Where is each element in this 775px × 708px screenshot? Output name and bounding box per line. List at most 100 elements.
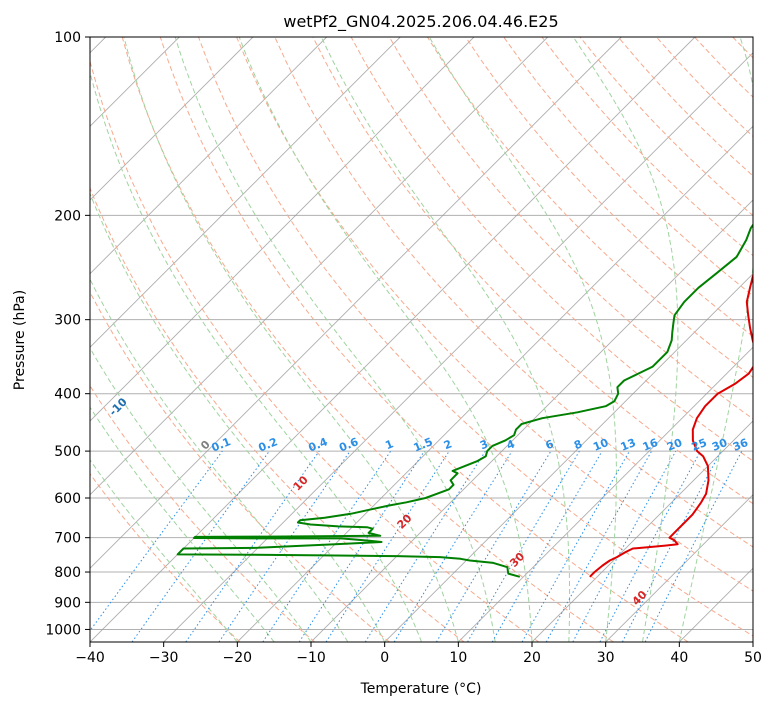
isotherm-line	[605, 494, 753, 642]
mixing-ratio-line	[218, 450, 351, 642]
dry-adiabat-label: -10	[107, 395, 130, 418]
x-axis-label: Temperature (°C)	[360, 681, 482, 697]
isotherm-line	[531, 420, 753, 642]
isotherm-line	[90, 37, 549, 496]
x-tick-label: 10	[449, 650, 467, 666]
dry-adiabat-label: 10	[291, 473, 311, 493]
mixing-ratio-label: 0.6	[337, 435, 360, 454]
dry-adiabat-line	[694, 37, 753, 98]
y-tick-label: 400	[54, 387, 81, 403]
isotherm-line	[90, 37, 622, 569]
dry-adiabat-line	[236, 37, 753, 592]
mixing-ratio-label: 13	[619, 436, 638, 454]
mixing-ratio-label: 16	[641, 436, 660, 454]
mixing-ratio-line	[393, 450, 513, 642]
y-tick-label: 1000	[45, 622, 81, 638]
dry-adiabat-line	[541, 37, 753, 257]
dewpoint-line	[176, 223, 753, 578]
mixing-ratio-label: 8	[572, 437, 584, 452]
x-tick-label: 30	[597, 650, 615, 666]
x-tick-label: −10	[296, 650, 326, 666]
isotherm-line	[236, 125, 753, 642]
isotherm-line	[457, 346, 753, 642]
dry-adiabat-line	[90, 472, 241, 642]
dry-adiabat-line	[198, 37, 753, 637]
dry-adiabat-line	[159, 37, 689, 642]
moist-adiabat-line	[174, 37, 496, 642]
x-tick-label: 20	[523, 650, 541, 666]
isotherm-line	[163, 52, 753, 642]
dry-adiabat-line	[121, 37, 614, 642]
dry-adiabat-line	[90, 59, 540, 642]
moist-adiabat-line	[90, 192, 386, 642]
dry-adiabat-line	[388, 37, 753, 420]
dry-adiabat-line	[90, 186, 465, 642]
dry-adiabat-line	[274, 37, 753, 548]
dry-adiabat-line	[426, 37, 753, 378]
x-tick-label: 40	[670, 650, 688, 666]
mixing-ratio-line	[131, 450, 270, 642]
moist-adiabat-line	[90, 70, 422, 642]
mixing-ratio-label: 3	[478, 437, 490, 452]
isotherm-line	[90, 37, 254, 201]
dry-adiabat-line	[656, 37, 753, 138]
mixing-ratio-label: 10	[591, 436, 610, 454]
mixing-ratio-line	[325, 450, 450, 642]
isotherm-line	[752, 641, 753, 642]
moist-adiabat-line	[238, 37, 533, 642]
mixing-ratio-line	[572, 450, 677, 642]
mixing-ratio-label: 0.1	[210, 435, 233, 454]
y-tick-label: 700	[54, 531, 81, 547]
x-tick-label: −40	[75, 650, 105, 666]
moist-adiabat-line	[428, 37, 617, 642]
isotherm-line	[90, 37, 328, 275]
y-tick-label: 300	[54, 313, 81, 329]
dry-adiabat-line	[771, 37, 775, 642]
mixing-ratio-label: 1.5	[412, 435, 435, 454]
moist-adiabat-line	[90, 347, 312, 642]
moist-adiabat-line	[123, 37, 459, 642]
mixing-ratio-line	[185, 450, 320, 642]
mixing-ratio-label: 25	[690, 436, 709, 454]
y-tick-label: 800	[54, 565, 81, 581]
x-tick-label: −20	[223, 650, 253, 666]
y-tick-label: 900	[54, 595, 81, 611]
mixing-ratio-label: 2	[442, 437, 454, 452]
mixing-ratio-label: 36	[731, 436, 750, 454]
dry-adiabat-line	[90, 291, 390, 642]
mixing-ratio-label: 4	[505, 437, 517, 452]
mixing-ratio-line	[262, 450, 392, 642]
moist-adiabat-line	[320, 37, 571, 642]
temperature-line	[589, 272, 753, 578]
y-tick-label: 100	[54, 30, 81, 46]
isotherm-line	[310, 199, 753, 642]
dry-adiabat-line	[465, 37, 753, 338]
isotherm-line	[90, 37, 475, 422]
mixing-ratio-line	[545, 450, 653, 642]
mixing-ratio-line	[621, 450, 722, 642]
isotherm-line	[678, 567, 753, 642]
moist-adiabat-line	[572, 37, 679, 642]
y-axis-label: Pressure (hPa)	[12, 290, 28, 390]
x-tick-label: −30	[149, 650, 179, 666]
mixing-ratio-label: 0.4	[306, 435, 329, 454]
dry-adiabat-line	[350, 37, 753, 462]
moist-adiabat-line	[90, 278, 349, 642]
moist-adiabat-line	[90, 406, 275, 642]
mixing-ratio-line	[298, 450, 425, 642]
chart-title: wetPf2_GN04.2025.206.04.46.E25	[283, 12, 558, 32]
mixing-ratio-line	[521, 450, 630, 642]
dry-adiabat-line	[503, 37, 753, 297]
mixing-ratio-line	[90, 450, 223, 632]
x-tick-label: 50	[744, 650, 762, 666]
mixing-ratio-label: 0.2	[256, 435, 279, 454]
dry-adiabat-line	[732, 37, 753, 59]
mixing-ratio-line	[435, 450, 552, 642]
mixing-ratio-label: 6	[544, 437, 556, 452]
y-tick-label: 200	[54, 208, 81, 224]
moist-adiabat-line	[90, 459, 238, 642]
mixing-ratio-label: 20	[665, 436, 684, 454]
y-tick-label: 600	[54, 491, 81, 507]
x-tick-label: 0	[380, 650, 389, 666]
